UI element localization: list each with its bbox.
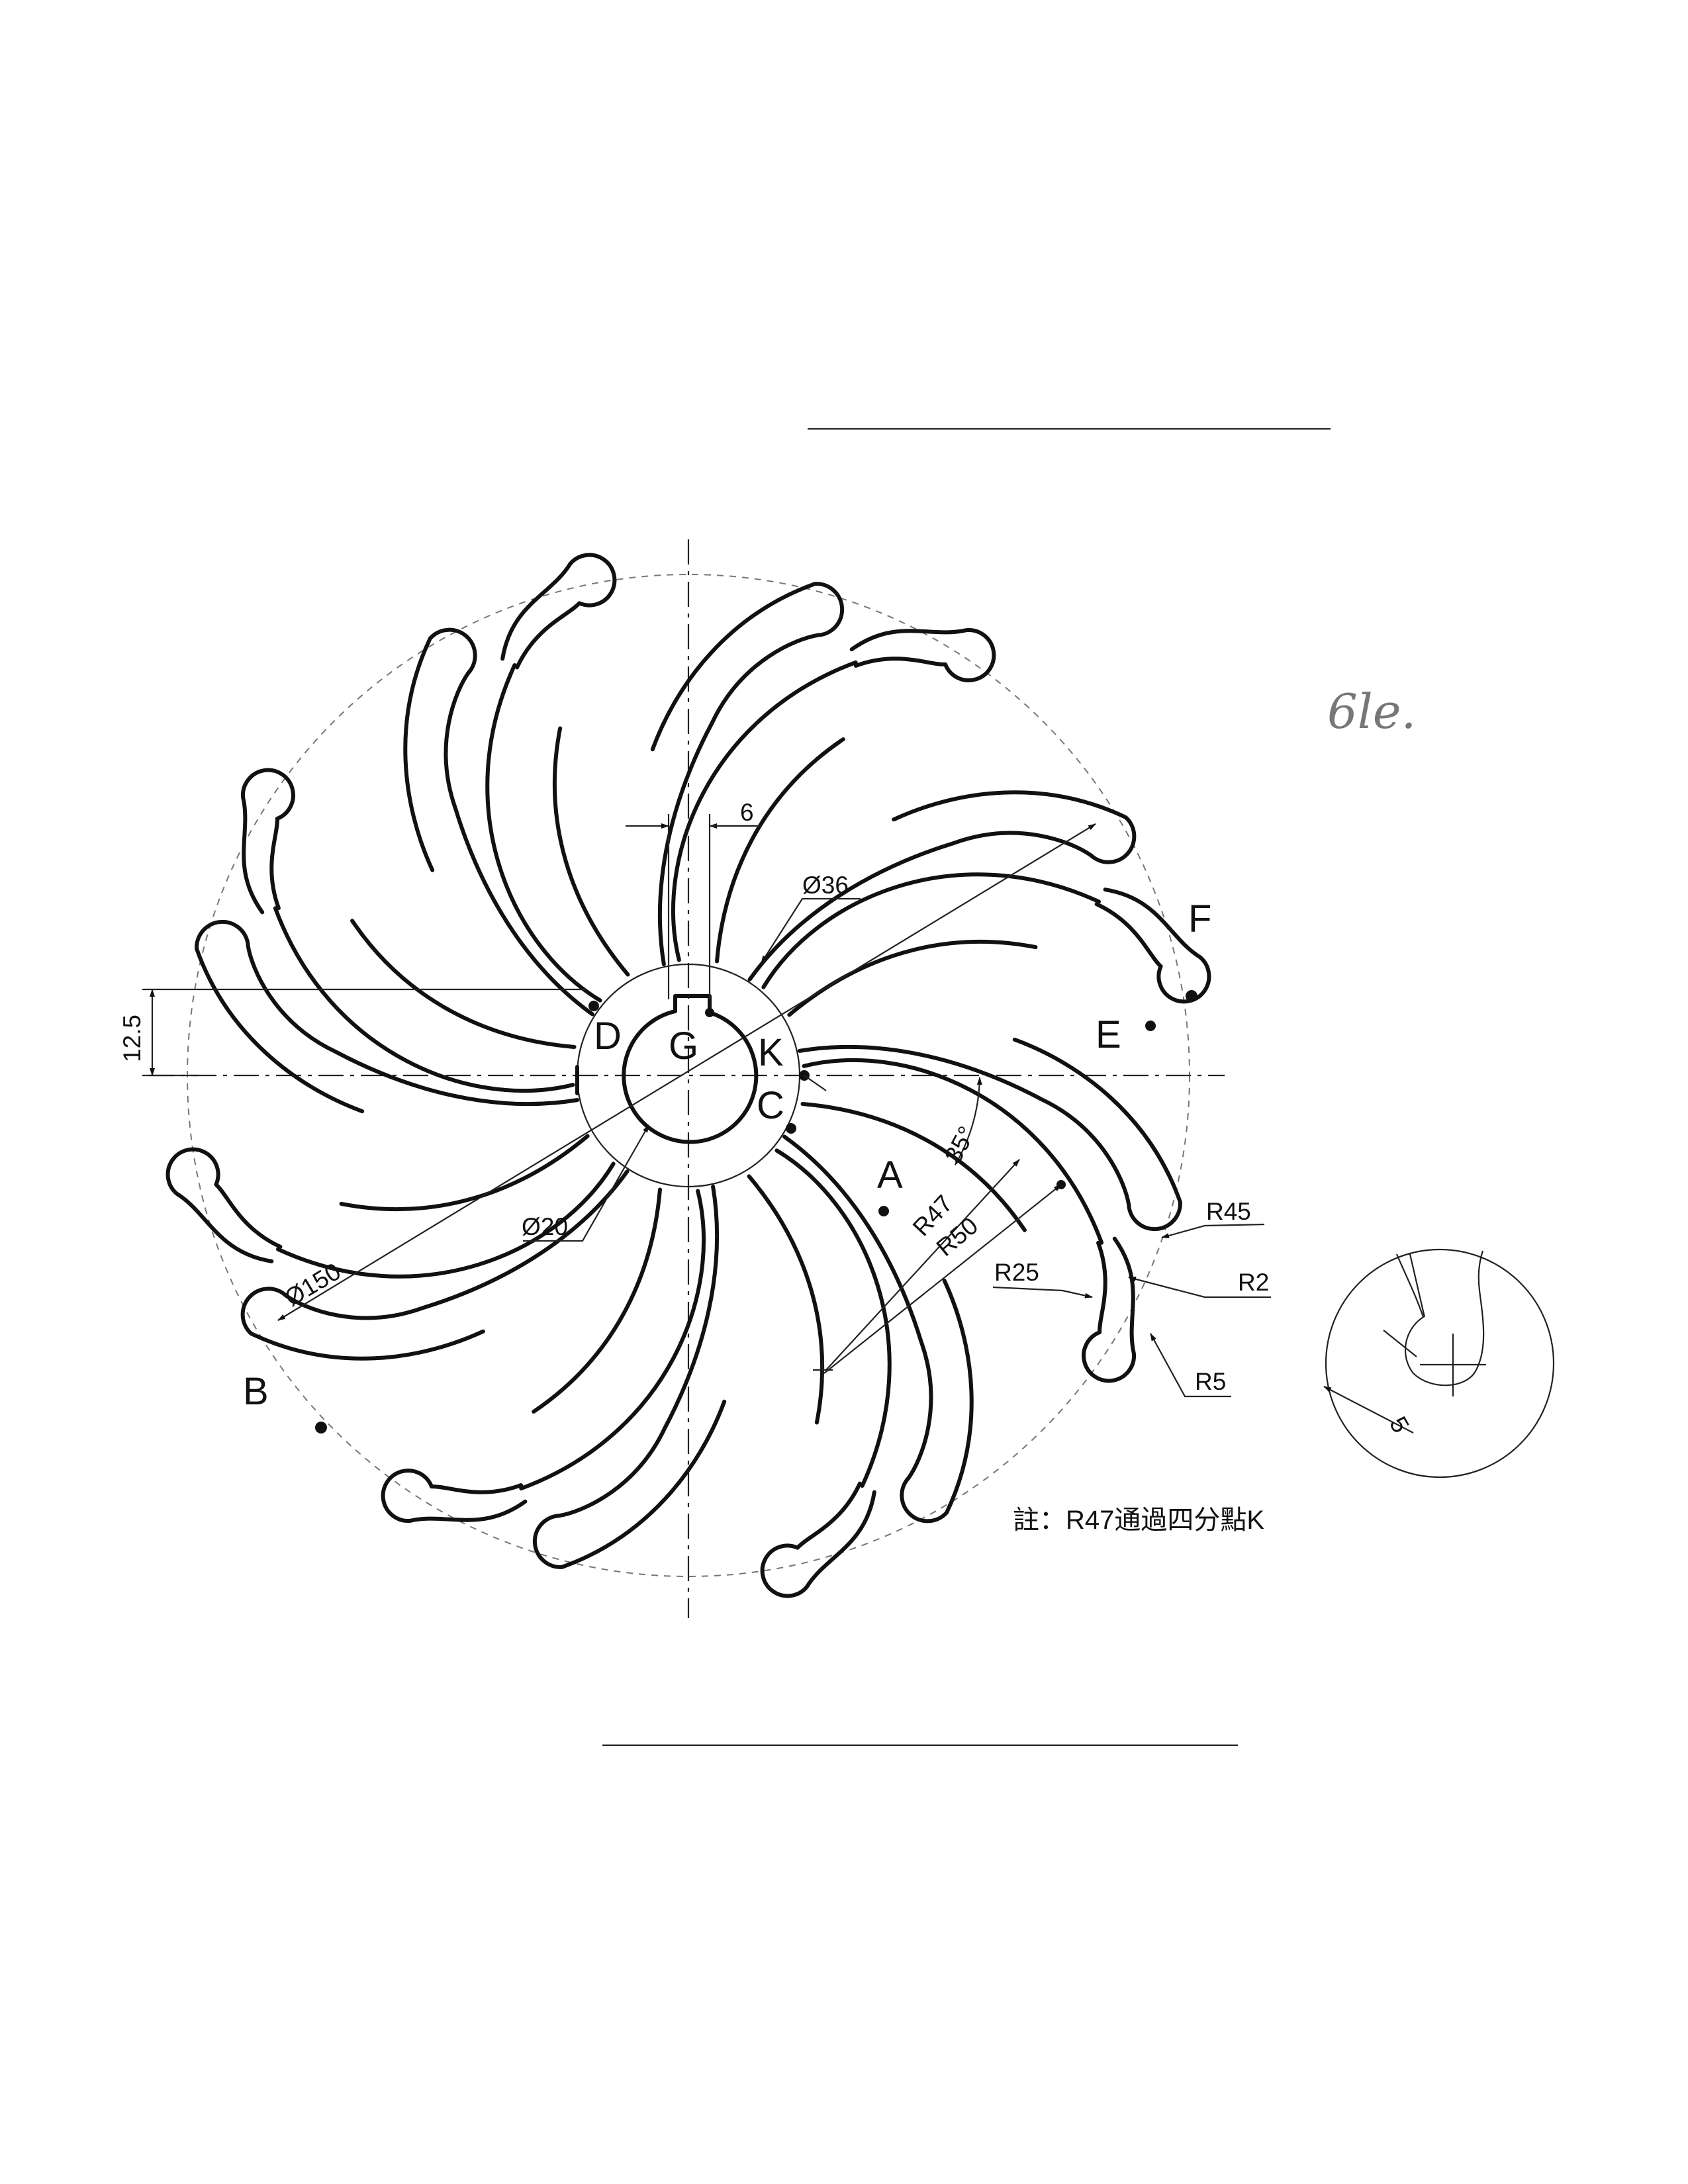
point-label-f: F bbox=[1188, 897, 1211, 940]
blade-outer-edge bbox=[240, 1169, 630, 1361]
dim-r2: R2 bbox=[1238, 1269, 1269, 1296]
blade-tip bbox=[849, 628, 996, 682]
blade-inner-edge bbox=[671, 660, 858, 962]
point-label-c: C bbox=[757, 1084, 784, 1127]
blade-outer-edge bbox=[532, 1184, 727, 1569]
point-e-marker bbox=[1145, 1021, 1156, 1031]
dim-angle: 35° bbox=[939, 1122, 980, 1167]
point-a-marker bbox=[878, 1206, 889, 1216]
point-label-d: D bbox=[594, 1015, 622, 1058]
dim-r25: R25 bbox=[994, 1259, 1039, 1286]
blade-tip bbox=[241, 768, 295, 915]
dim-r5: R5 bbox=[1195, 1368, 1226, 1395]
blade-tip bbox=[500, 553, 617, 670]
shaft-bore bbox=[622, 994, 759, 1144]
point-d-marker bbox=[588, 1001, 599, 1011]
point-label-b: B bbox=[243, 1370, 269, 1413]
blade-outer-edge bbox=[650, 582, 845, 967]
point-label-e: E bbox=[1096, 1013, 1121, 1056]
detail-dim-5: 5 bbox=[1384, 1412, 1415, 1437]
point-g-key-marker bbox=[705, 1008, 714, 1017]
point-label-g: G bbox=[669, 1024, 698, 1068]
blade-tip bbox=[760, 1481, 876, 1598]
blade-outer-edge bbox=[797, 1037, 1182, 1232]
dim-key-offset: 12.5 bbox=[118, 1015, 146, 1062]
blade-3 bbox=[240, 1169, 706, 1523]
note-text: 註：R47通過四分點K bbox=[1013, 1506, 1264, 1535]
point-label-a: A bbox=[877, 1154, 903, 1197]
blade-slot-edge bbox=[350, 919, 577, 1049]
blade-tip bbox=[165, 1147, 283, 1263]
dim-r45: R45 bbox=[1206, 1198, 1251, 1225]
point-f-marker bbox=[1186, 990, 1197, 1002]
blade-outer-edge bbox=[195, 919, 580, 1114]
detail-view: 5 bbox=[1323, 1248, 1555, 1479]
blade-1 bbox=[782, 1058, 1136, 1524]
dim-outer-diameter: Ø150 bbox=[280, 1257, 346, 1312]
blade-inner-edge bbox=[273, 906, 575, 1093]
dim-bore-diameter: Ø20 bbox=[522, 1213, 568, 1240]
point-b-marker bbox=[315, 1422, 327, 1433]
blade-tip bbox=[1082, 1236, 1136, 1383]
blade-outer-edge bbox=[747, 790, 1137, 981]
blade-slot-edge bbox=[715, 737, 845, 964]
point-c-marker bbox=[786, 1123, 796, 1134]
blade-tip bbox=[381, 1469, 528, 1523]
handwritten-mark: 6le. bbox=[1327, 684, 1416, 739]
blade-7 bbox=[671, 628, 1137, 981]
dim-hub-diameter: Ø36 bbox=[802, 872, 849, 899]
blade-5 bbox=[241, 627, 594, 1093]
point-label-k: K bbox=[758, 1031, 784, 1074]
dim-keyway-width: 6 bbox=[740, 799, 754, 826]
blade-outer-edge bbox=[403, 627, 594, 1017]
